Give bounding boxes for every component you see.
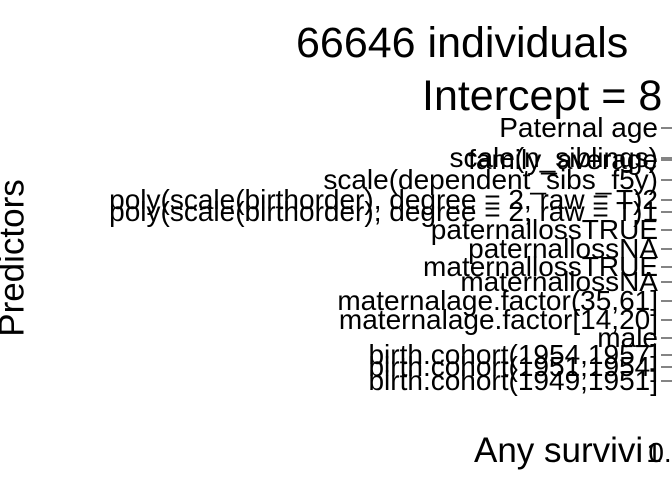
x-tick-label: 1 — [646, 437, 662, 468]
y-tick-label: paternallossTRUE — [431, 214, 658, 245]
y-tick-label: Paternal age — [499, 112, 658, 143]
y-tick-label: family_average — [468, 144, 658, 175]
y-tick-label: poly(scale(birthorder), degree = 2, raw … — [109, 196, 658, 227]
y-tick-label: maternallossTRUE — [423, 251, 658, 282]
y-tick-label: maternalage.factor[14,20] — [339, 304, 658, 335]
x-axis-label: Any survivi — [474, 431, 644, 470]
y-tick-label: birth.cohort(1949,1951] — [368, 365, 658, 396]
y-tick-label: birth.cohort(1954,1957] — [368, 339, 658, 370]
y-tick-label: maternalage.factor(35,61] — [337, 285, 658, 316]
y-tick-label: poly(scale(birthorder), degree = 2, raw … — [109, 184, 658, 215]
y-axis-label: Predictors — [0, 179, 32, 337]
y-tick-label: male — [597, 322, 658, 353]
y-tick-label: maternallossNA — [460, 266, 658, 297]
y-tick-label: birth.cohort(1951,1954] — [368, 351, 658, 382]
x-tick-label: 0. — [648, 437, 671, 468]
chart-title: 66646 individuals — [296, 19, 629, 67]
chart-subtitle: Intercept = 8 — [422, 72, 663, 120]
y-tick-label: scale(n_siblings) — [449, 142, 658, 173]
y-tick-label: paternallossNA — [468, 233, 658, 264]
y-tick-label: scale(dependent_sibs_f5y) — [323, 164, 658, 195]
